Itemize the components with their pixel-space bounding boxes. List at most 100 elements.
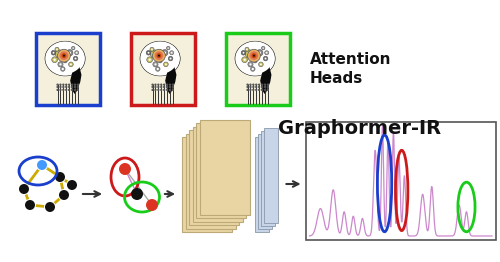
Circle shape: [24, 199, 36, 211]
Circle shape: [66, 50, 73, 56]
Circle shape: [250, 67, 255, 71]
Circle shape: [119, 163, 131, 175]
Circle shape: [252, 68, 254, 70]
Circle shape: [248, 49, 260, 62]
Circle shape: [248, 62, 253, 67]
Circle shape: [262, 47, 264, 49]
Circle shape: [60, 51, 68, 60]
Circle shape: [131, 188, 143, 200]
Circle shape: [55, 47, 59, 51]
Circle shape: [155, 89, 156, 90]
Circle shape: [264, 51, 268, 55]
Circle shape: [74, 86, 76, 88]
Circle shape: [171, 52, 172, 53]
Bar: [131, 33, 195, 105]
Circle shape: [64, 60, 66, 62]
Bar: [192, 127, 242, 221]
Circle shape: [150, 47, 154, 51]
Circle shape: [166, 89, 168, 90]
Circle shape: [250, 89, 251, 90]
Bar: [196, 123, 246, 218]
Circle shape: [76, 52, 78, 53]
Circle shape: [158, 54, 160, 57]
Circle shape: [161, 84, 162, 85]
Bar: [200, 119, 250, 215]
Circle shape: [62, 53, 66, 58]
Circle shape: [60, 84, 61, 85]
Circle shape: [44, 201, 56, 213]
Circle shape: [74, 84, 76, 85]
Bar: [260, 131, 274, 226]
Circle shape: [63, 89, 64, 90]
Ellipse shape: [140, 41, 180, 76]
Circle shape: [66, 179, 78, 191]
Ellipse shape: [142, 43, 178, 74]
Circle shape: [146, 199, 158, 211]
Circle shape: [36, 159, 48, 171]
Circle shape: [67, 180, 77, 190]
Circle shape: [172, 89, 174, 90]
Circle shape: [152, 52, 156, 56]
Circle shape: [256, 50, 263, 56]
Ellipse shape: [48, 43, 82, 74]
Circle shape: [19, 184, 29, 194]
Circle shape: [172, 84, 174, 85]
Ellipse shape: [140, 41, 180, 76]
Bar: [306, 122, 496, 240]
Circle shape: [151, 48, 153, 50]
Circle shape: [253, 84, 254, 85]
Circle shape: [264, 58, 266, 59]
Circle shape: [170, 58, 172, 59]
Circle shape: [242, 57, 248, 63]
Circle shape: [63, 59, 67, 63]
Circle shape: [254, 60, 256, 62]
Circle shape: [247, 86, 248, 88]
Circle shape: [152, 86, 153, 88]
Circle shape: [162, 50, 168, 56]
Circle shape: [264, 84, 266, 85]
Circle shape: [55, 172, 65, 182]
Circle shape: [260, 63, 262, 65]
Circle shape: [58, 52, 61, 56]
Circle shape: [258, 52, 261, 54]
Circle shape: [52, 57, 58, 63]
Circle shape: [68, 62, 73, 67]
Ellipse shape: [238, 43, 272, 74]
Circle shape: [57, 84, 58, 85]
Polygon shape: [71, 60, 81, 93]
Circle shape: [253, 86, 254, 88]
Circle shape: [244, 59, 246, 61]
Circle shape: [156, 68, 159, 70]
Circle shape: [57, 86, 58, 88]
Circle shape: [60, 89, 61, 90]
Circle shape: [63, 84, 64, 85]
Circle shape: [166, 46, 170, 50]
Circle shape: [266, 52, 268, 53]
Circle shape: [45, 202, 55, 212]
Circle shape: [18, 183, 30, 195]
Circle shape: [57, 89, 58, 90]
Circle shape: [156, 67, 160, 71]
Circle shape: [60, 63, 62, 66]
Ellipse shape: [234, 41, 276, 76]
Circle shape: [161, 89, 162, 90]
Circle shape: [68, 84, 70, 85]
Polygon shape: [261, 60, 271, 93]
Circle shape: [262, 46, 265, 50]
Circle shape: [63, 86, 64, 88]
Circle shape: [73, 56, 78, 61]
Circle shape: [158, 59, 162, 63]
Circle shape: [62, 68, 64, 70]
Circle shape: [264, 86, 266, 88]
Circle shape: [161, 86, 162, 88]
Circle shape: [258, 62, 263, 67]
Circle shape: [170, 51, 173, 55]
Circle shape: [258, 89, 260, 90]
Circle shape: [155, 86, 156, 88]
Circle shape: [245, 47, 249, 51]
Circle shape: [166, 86, 168, 88]
Circle shape: [56, 48, 58, 50]
Bar: [254, 137, 268, 232]
Circle shape: [150, 50, 158, 58]
Circle shape: [158, 86, 159, 88]
